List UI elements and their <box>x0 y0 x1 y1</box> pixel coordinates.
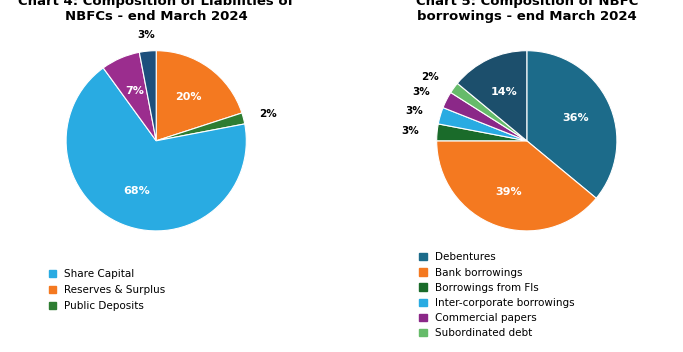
Legend: Debentures, Bank borrowings, Borrowings from FIs, Inter-corporate borrowings, Co: Debentures, Bank borrowings, Borrowings … <box>419 252 574 338</box>
Wedge shape <box>451 83 527 141</box>
Wedge shape <box>103 52 156 141</box>
Title: Chart 4: Composition of Liabilities of
NBFCs - end March 2024: Chart 4: Composition of Liabilities of N… <box>18 0 294 23</box>
Text: 2%: 2% <box>259 109 277 119</box>
Text: 7%: 7% <box>125 86 144 96</box>
Legend: Share Capital, Reserves & Surplus, Public Deposits: Share Capital, Reserves & Surplus, Publi… <box>48 269 166 311</box>
Wedge shape <box>436 141 596 231</box>
Wedge shape <box>156 51 242 141</box>
Wedge shape <box>443 93 527 141</box>
Text: 36%: 36% <box>562 113 589 123</box>
Text: 14%: 14% <box>490 87 517 97</box>
Wedge shape <box>527 51 617 198</box>
Text: 2%: 2% <box>421 72 439 82</box>
Text: 3%: 3% <box>137 30 155 40</box>
Wedge shape <box>436 124 527 141</box>
Text: 20%: 20% <box>175 92 201 102</box>
Text: 3%: 3% <box>405 106 423 115</box>
Text: 39%: 39% <box>495 187 522 197</box>
Text: 3%: 3% <box>402 126 419 136</box>
Wedge shape <box>438 108 527 141</box>
Wedge shape <box>458 51 527 141</box>
Wedge shape <box>139 51 156 141</box>
Text: 3%: 3% <box>413 87 430 97</box>
Wedge shape <box>156 113 245 141</box>
Text: 68%: 68% <box>123 186 150 196</box>
Wedge shape <box>66 68 247 231</box>
Title: Chart 5: Composition of NBFC
borrowings - end March 2024: Chart 5: Composition of NBFC borrowings … <box>416 0 638 23</box>
